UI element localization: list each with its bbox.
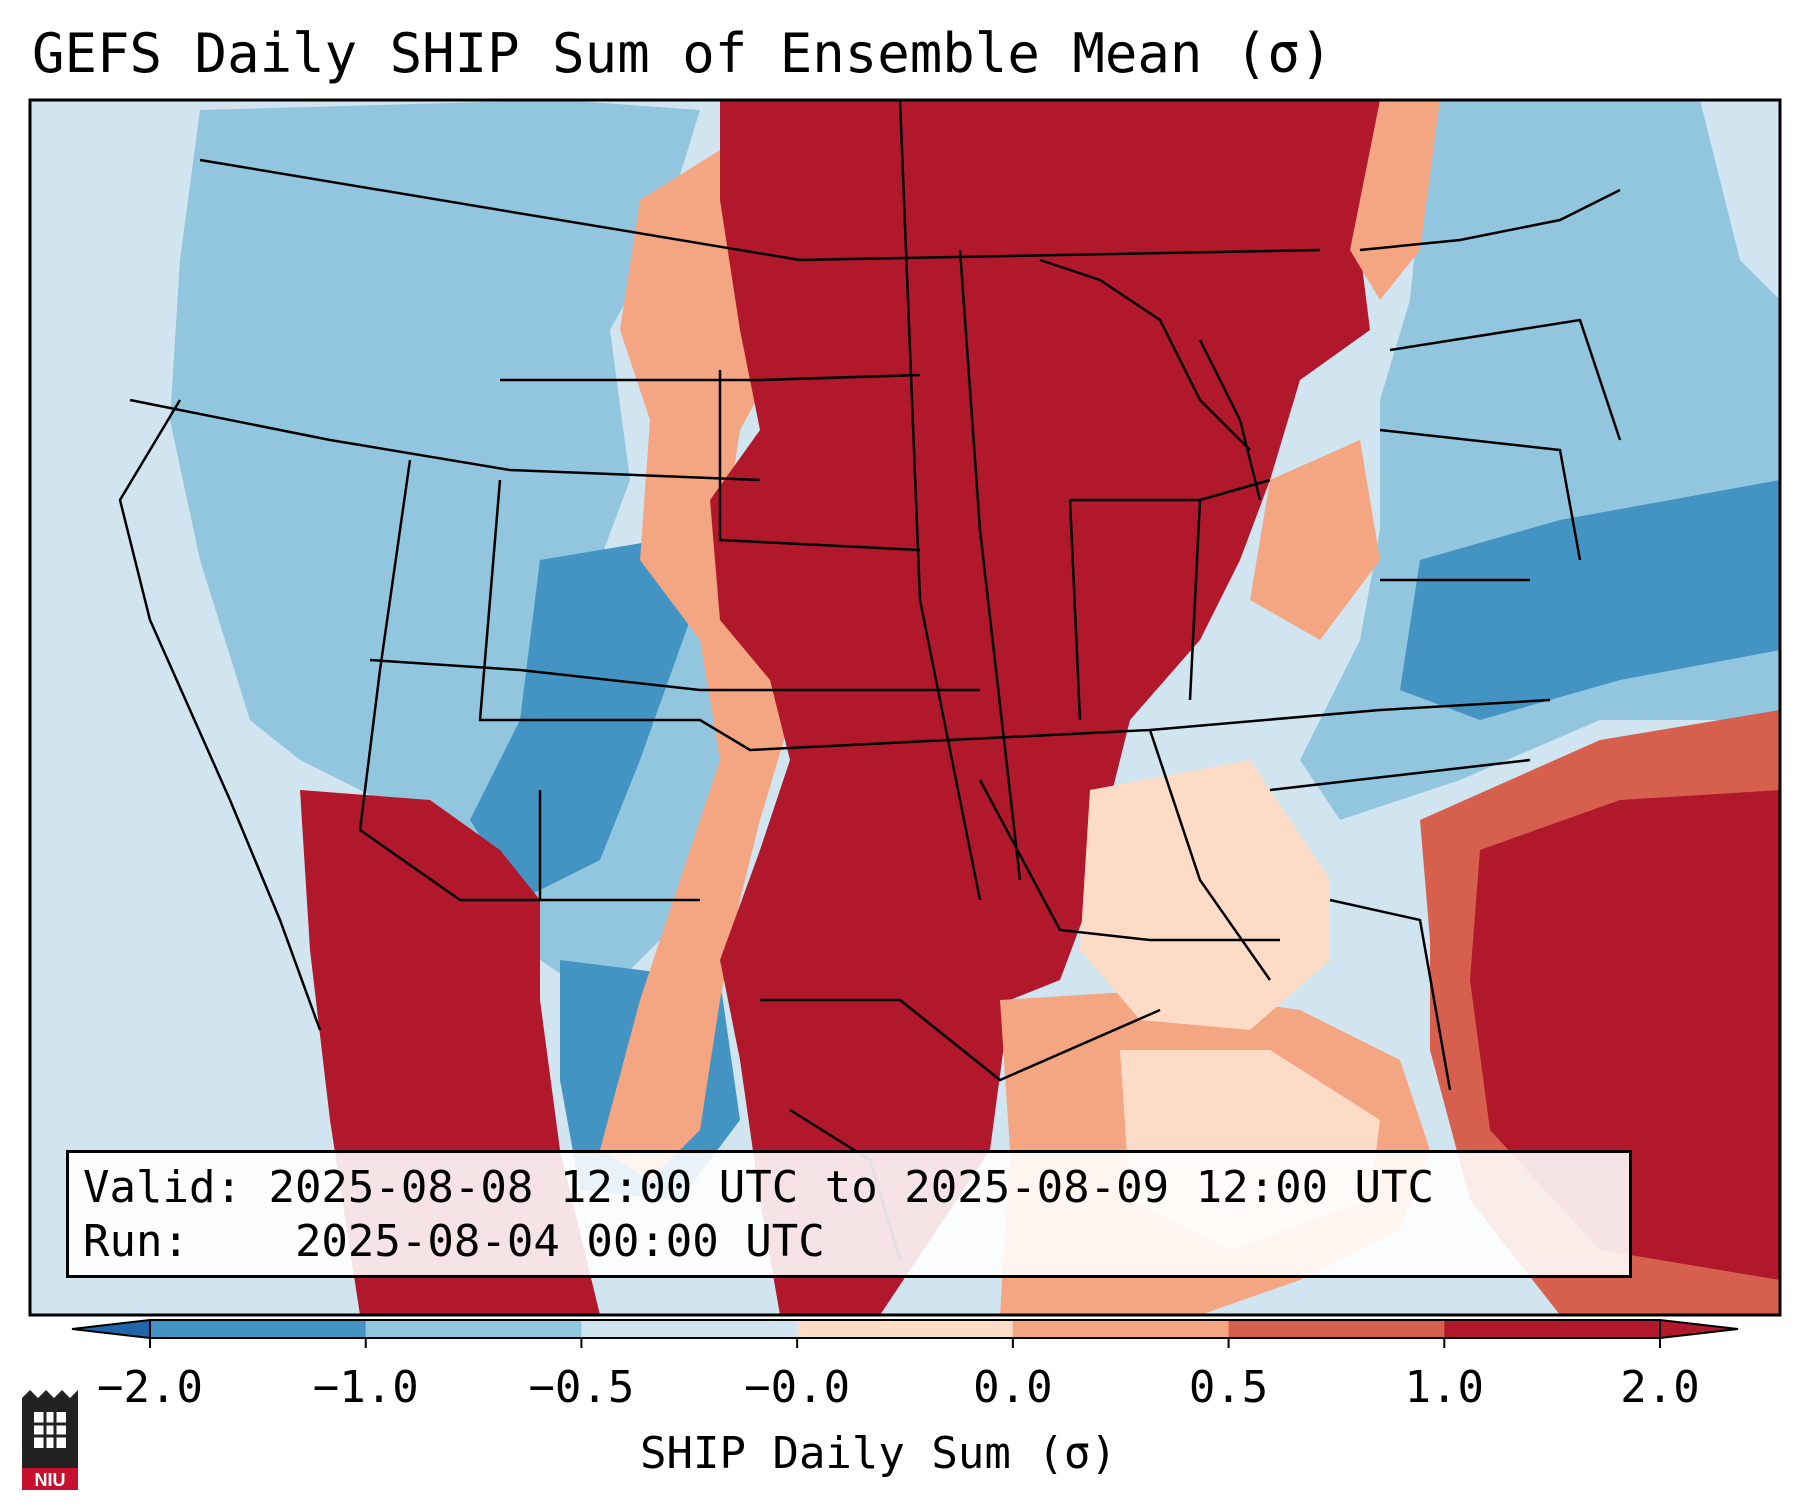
colorbar-segment <box>365 1320 582 1338</box>
map-frame <box>28 98 1782 1317</box>
colorbar-tick-label: −1.0 <box>312 1362 419 1413</box>
colorbar-tick-label: 0.5 <box>1188 1362 1269 1413</box>
colorbar-tick-label: 1.0 <box>1404 1362 1485 1413</box>
region-northeast-light <box>1700 100 1780 300</box>
region-mid-atlantic <box>1400 480 1780 720</box>
region-southeast <box>1080 760 1330 1030</box>
valid-label: Valid: <box>83 1162 242 1213</box>
valid-value: 2025-08-08 12:00 UTC to 2025-08-09 12:00… <box>268 1162 1435 1213</box>
chart-title: GEFS Daily SHIP Sum of Ensemble Mean (σ) <box>32 22 1333 85</box>
colorbar-segment <box>1444 1320 1661 1338</box>
colorbar-extend-low <box>71 1318 151 1340</box>
valid-run-box: Valid: 2025-08-08 12:00 UTC to 2025-08-0… <box>66 1150 1632 1278</box>
colorbar-tick-label: 2.0 <box>1620 1362 1700 1413</box>
colorbar-tick-label: −0.5 <box>528 1362 635 1413</box>
colorbar-segment <box>1012 1320 1230 1338</box>
colorbar-segment <box>150 1320 367 1338</box>
colorbar-segment <box>581 1320 798 1338</box>
colorbar-frame <box>149 1319 1661 1339</box>
run-label: Run: <box>83 1216 189 1267</box>
logo-text: NIU <box>35 1470 66 1490</box>
colorbar-tick-label: 0.0 <box>973 1362 1053 1413</box>
colorbar-tick-label: −2.0 <box>97 1362 203 1413</box>
run-value: 2025-08-04 00:00 UTC <box>294 1216 825 1267</box>
niu-logo: NIU <box>22 1390 78 1490</box>
colorbar-segment <box>797 1320 1014 1338</box>
region-transition-west <box>600 120 800 1180</box>
colorbar-segment <box>1228 1320 1445 1338</box>
region-northern-plains-midwest <box>710 100 1380 1315</box>
region-pacific-coast <box>30 100 330 1315</box>
colorbar-label: SHIP Daily Sum (σ) <box>640 1428 1117 1479</box>
colorbar <box>71 1318 1739 1348</box>
state-borders <box>118 100 1622 1261</box>
region-ohio-edge <box>1250 440 1380 640</box>
colorbar-tick-label: −0.0 <box>744 1362 851 1413</box>
colorbar-extend-high <box>1659 1318 1739 1340</box>
